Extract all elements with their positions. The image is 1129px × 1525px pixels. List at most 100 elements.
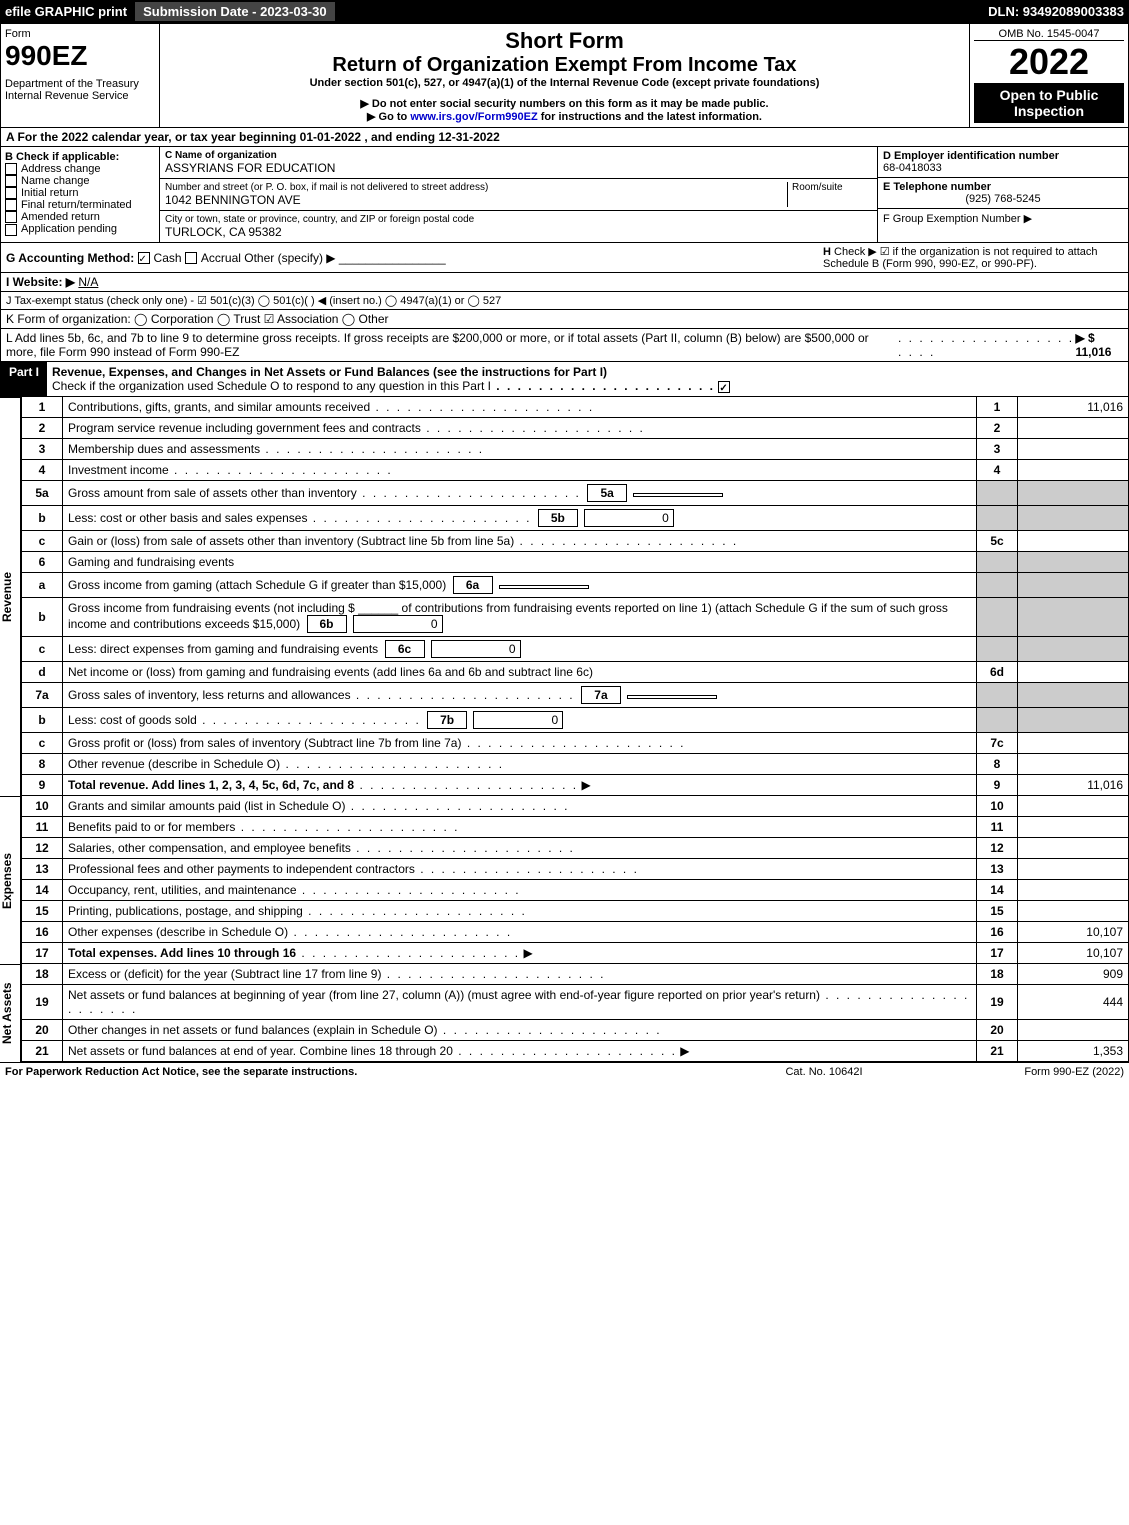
- netassets-section: Net Assets 18Excess or (deficit) for the…: [0, 964, 1129, 1062]
- line-19: 19Net assets or fund balances at beginni…: [22, 985, 1129, 1020]
- warning-1: ▶ Do not enter social security numbers o…: [164, 97, 965, 110]
- ein-value: 68-0418033: [883, 162, 1123, 174]
- line-16: 16Other expenses (describe in Schedule O…: [22, 922, 1129, 943]
- efile-label: efile GRAPHIC print: [5, 4, 127, 19]
- line-6d: dNet income or (loss) from gaming and fu…: [22, 662, 1129, 683]
- section-b: B Check if applicable: Address change Na…: [1, 147, 160, 242]
- line-21: 21Net assets or fund balances at end of …: [22, 1041, 1129, 1062]
- org-name: ASSYRIANS FOR EDUCATION: [165, 161, 872, 175]
- part-1-header: Part I Revenue, Expenses, and Changes in…: [0, 362, 1129, 397]
- group-exemption: F Group Exemption Number ▶: [878, 209, 1128, 228]
- irs-label: Internal Revenue Service: [5, 90, 155, 102]
- section-h: H Check ▶ ☑ if the organization is not r…: [823, 245, 1123, 270]
- line-14: 14Occupancy, rent, utilities, and mainte…: [22, 880, 1129, 901]
- form-header: Form 990EZ Department of the Treasury In…: [0, 23, 1129, 128]
- line-6a: aGross income from gaming (attach Schedu…: [22, 573, 1129, 598]
- form-word: Form: [5, 28, 155, 40]
- phone-value: (925) 768-5245: [883, 193, 1123, 205]
- org-name-label: C Name of organization: [165, 150, 872, 161]
- line-6c: cLess: direct expenses from gaming and f…: [22, 637, 1129, 662]
- line-1: 1Contributions, gifts, grants, and simil…: [22, 397, 1129, 418]
- section-l: L Add lines 5b, 6c, and 7b to line 9 to …: [0, 329, 1129, 362]
- subtitle: Under section 501(c), 527, or 4947(a)(1)…: [164, 77, 965, 89]
- line-6: 6Gaming and fundraising events: [22, 552, 1129, 573]
- schedule-o-checkbox[interactable]: [718, 381, 730, 393]
- expenses-section: Expenses 10Grants and similar amounts pa…: [0, 796, 1129, 964]
- info-grid: B Check if applicable: Address change Na…: [0, 147, 1129, 243]
- gross-receipts: ▶ $ 11,016: [1075, 331, 1123, 359]
- tax-year: 2022: [974, 41, 1124, 83]
- check-address[interactable]: Address change: [5, 163, 155, 175]
- line-12: 12Salaries, other compensation, and empl…: [22, 838, 1129, 859]
- omb-number: OMB No. 1545-0047: [974, 28, 1124, 41]
- website-value: N/A: [78, 275, 98, 289]
- line-7c: cGross profit or (loss) from sales of in…: [22, 733, 1129, 754]
- section-g: G Accounting Method: Cash Accrual Other …: [6, 251, 823, 265]
- footer-catno: Cat. No. 10642I: [724, 1066, 924, 1078]
- footer-formno: Form 990-EZ (2022): [924, 1066, 1124, 1078]
- line-5c: cGain or (loss) from sale of assets othe…: [22, 531, 1129, 552]
- top-bar: efile GRAPHIC print Submission Date - 20…: [0, 0, 1129, 23]
- line-4: 4Investment income4: [22, 460, 1129, 481]
- line-5a: 5aGross amount from sale of assets other…: [22, 481, 1129, 506]
- ein-label: D Employer identification number: [883, 150, 1123, 162]
- city-label: City or town, state or province, country…: [165, 214, 872, 225]
- header-right: OMB No. 1545-0047 2022 Open to Public In…: [969, 24, 1128, 127]
- revenue-section: Revenue 1Contributions, gifts, grants, a…: [0, 397, 1129, 796]
- phone-label: E Telephone number: [883, 181, 1123, 193]
- revenue-sidelabel: Revenue: [0, 397, 21, 796]
- line-18: 18Excess or (deficit) for the year (Subt…: [22, 964, 1129, 985]
- check-initial[interactable]: Initial return: [5, 187, 155, 199]
- line-20: 20Other changes in net assets or fund ba…: [22, 1020, 1129, 1041]
- section-d-e-f: D Employer identification number 68-0418…: [877, 147, 1128, 242]
- addr-label: Number and street (or P. O. box, if mail…: [165, 182, 787, 193]
- line-15: 15Printing, publications, postage, and s…: [22, 901, 1129, 922]
- short-form-title: Short Form: [164, 28, 965, 54]
- part-1-label: Part I: [1, 362, 47, 396]
- netassets-sidelabel: Net Assets: [0, 964, 21, 1062]
- netassets-table: 18Excess or (deficit) for the year (Subt…: [21, 964, 1129, 1062]
- row-g-h: G Accounting Method: Cash Accrual Other …: [0, 243, 1129, 273]
- check-name[interactable]: Name change: [5, 175, 155, 187]
- line-8: 8Other revenue (describe in Schedule O)8: [22, 754, 1129, 775]
- city-state-zip: TURLOCK, CA 95382: [165, 225, 872, 239]
- line-2: 2Program service revenue including gover…: [22, 418, 1129, 439]
- check-pending[interactable]: Application pending: [5, 223, 155, 235]
- dept-label: Department of the Treasury: [5, 78, 155, 90]
- line-10: 10Grants and similar amounts paid (list …: [22, 796, 1129, 817]
- part-1-title: Revenue, Expenses, and Changes in Net As…: [47, 362, 1128, 396]
- section-k: K Form of organization: ◯ Corporation ◯ …: [0, 310, 1129, 329]
- open-public-badge: Open to Public Inspection: [974, 83, 1124, 123]
- header-left: Form 990EZ Department of the Treasury In…: [1, 24, 160, 127]
- expenses-table: 10Grants and similar amounts paid (list …: [21, 796, 1129, 964]
- line-17: 17Total expenses. Add lines 10 through 1…: [22, 943, 1129, 964]
- footer-left: For Paperwork Reduction Act Notice, see …: [5, 1066, 724, 1078]
- room-label: Room/suite: [787, 182, 872, 207]
- section-c: C Name of organization ASSYRIANS FOR EDU…: [160, 147, 877, 242]
- submission-date: Submission Date - 2023-03-30: [135, 2, 335, 21]
- page-footer: For Paperwork Reduction Act Notice, see …: [0, 1062, 1129, 1081]
- line-9: 9Total revenue. Add lines 1, 2, 3, 4, 5c…: [22, 775, 1129, 796]
- irs-link[interactable]: www.irs.gov/Form990EZ: [410, 111, 537, 123]
- check-final[interactable]: Final return/terminated: [5, 199, 155, 211]
- header-middle: Short Form Return of Organization Exempt…: [160, 24, 969, 127]
- check-amended[interactable]: Amended return: [5, 211, 155, 223]
- line-11: 11Benefits paid to or for members11: [22, 817, 1129, 838]
- line-6b: bGross income from fundraising events (n…: [22, 598, 1129, 637]
- line-7b: bLess: cost of goods sold 7b0: [22, 708, 1129, 733]
- dln-label: DLN: 93492089003383: [988, 4, 1124, 19]
- line-3: 3Membership dues and assessments3: [22, 439, 1129, 460]
- main-title: Return of Organization Exempt From Incom…: [164, 54, 965, 77]
- line-7a: 7aGross sales of inventory, less returns…: [22, 683, 1129, 708]
- line-13: 13Professional fees and other payments t…: [22, 859, 1129, 880]
- section-a: A For the 2022 calendar year, or tax yea…: [0, 128, 1129, 147]
- section-i: I Website: ▶ N/A: [0, 273, 1129, 292]
- accrual-checkbox[interactable]: [185, 252, 197, 264]
- section-b-heading: B Check if applicable:: [5, 151, 155, 163]
- cash-checkbox[interactable]: [138, 252, 150, 264]
- revenue-table: 1Contributions, gifts, grants, and simil…: [21, 397, 1129, 796]
- warning-2: ▶ Go to www.irs.gov/Form990EZ for instru…: [164, 110, 965, 123]
- expenses-sidelabel: Expenses: [0, 796, 21, 964]
- form-number: 990EZ: [5, 40, 155, 72]
- section-j: J Tax-exempt status (check only one) - ☑…: [0, 292, 1129, 310]
